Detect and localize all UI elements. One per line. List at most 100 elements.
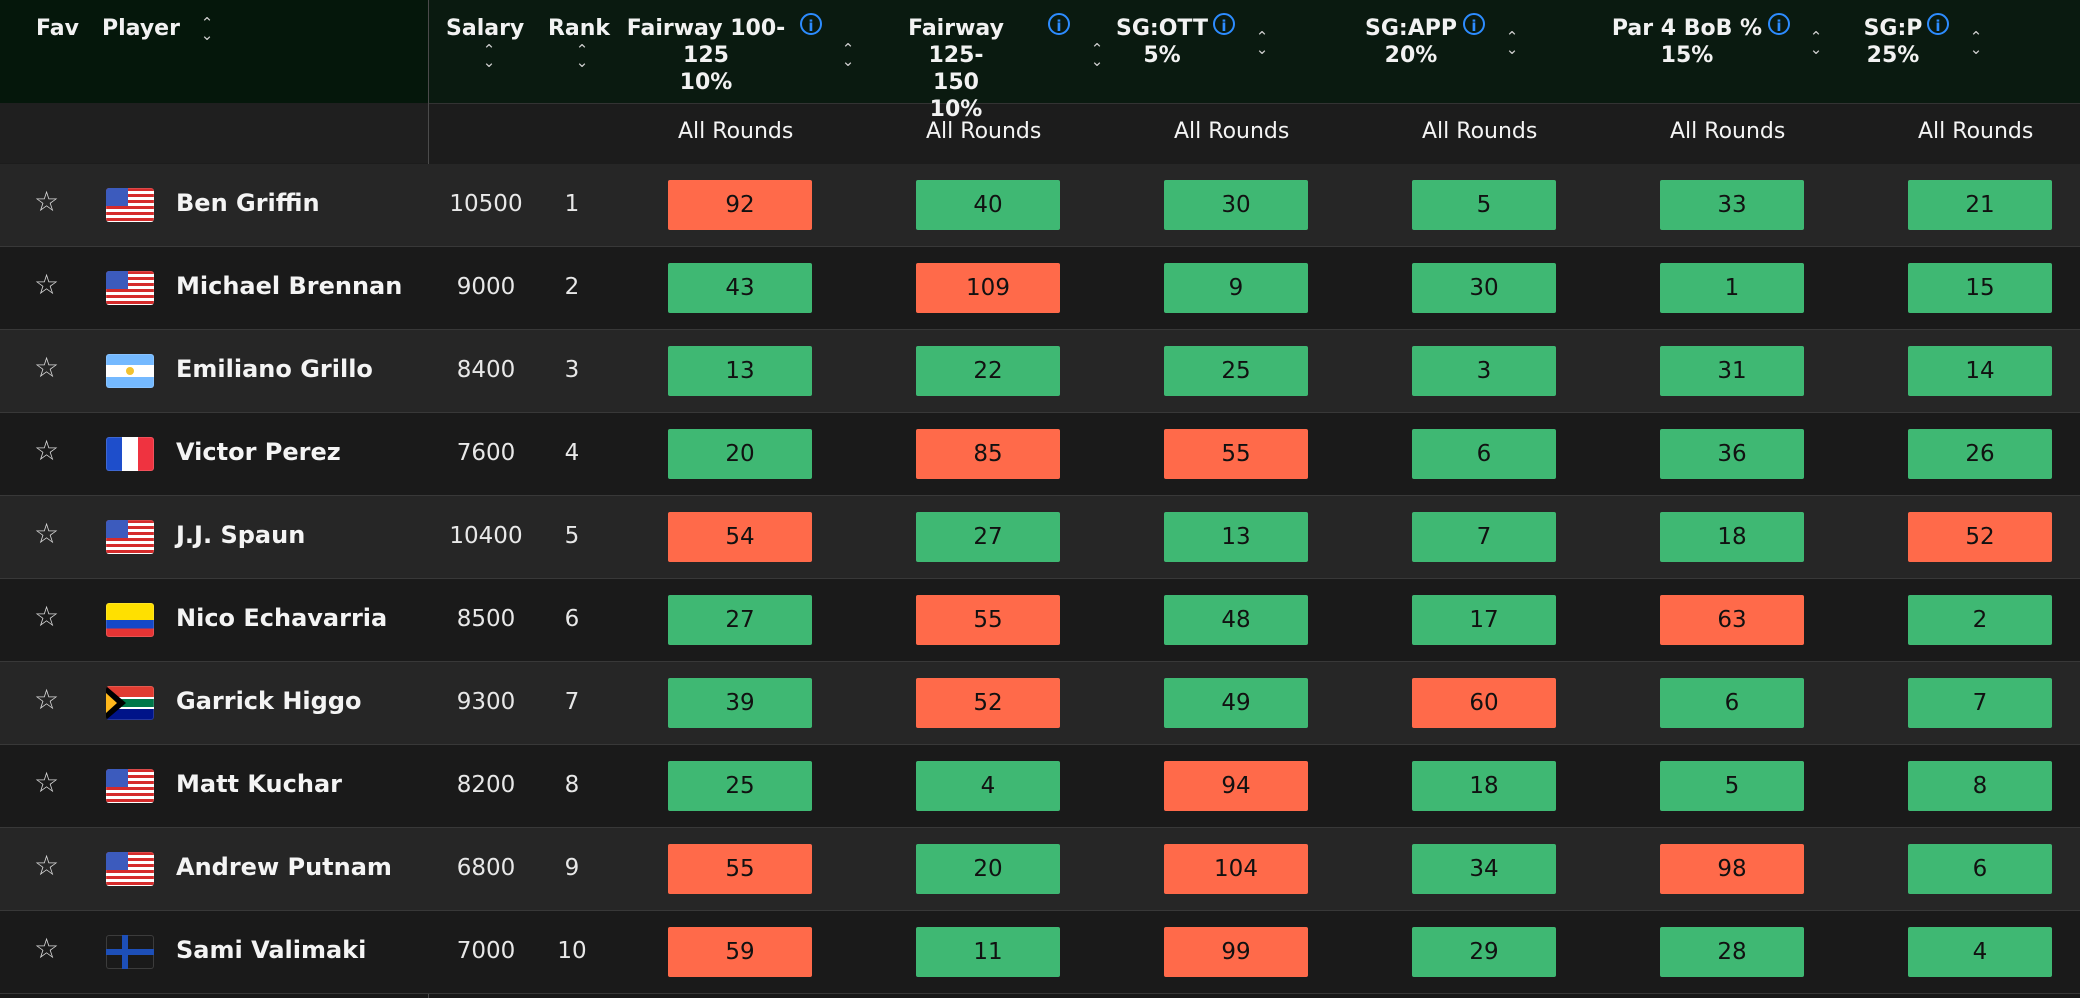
fairway-100-125-round-label[interactable]: All Rounds [678,119,794,144]
stat-rank-cell: 27 [916,512,1060,562]
stat-rank-cell: 55 [1164,429,1308,479]
stat-rank-cell: 85 [916,429,1060,479]
sg-p-header[interactable]: SG:P 25% [1856,15,1930,69]
stat-rank-cell: 94 [1164,761,1308,811]
favorite-star-icon[interactable]: ☆ [34,600,60,633]
stat-rank-cell: 22 [916,346,1060,396]
stat-rank-cell: 36 [1660,429,1804,479]
rank-sort-icon[interactable]: ⌃ ⌄ [575,41,589,71]
sg-p-info-icon[interactable]: i [1927,13,1949,35]
player-salary: 8500 [456,606,516,632]
player-name[interactable]: Garrick Higgo [176,687,362,715]
stat-rank-cell: 49 [1164,678,1308,728]
sg-ott-round-label[interactable]: All Rounds [1174,119,1290,144]
player-rank: 2 [564,274,580,300]
favorite-star-icon[interactable]: ☆ [34,434,60,467]
stat-rank-cell: 109 [916,263,1060,313]
salary-sort-icon[interactable]: ⌃ ⌄ [482,41,496,71]
player-rank: 8 [564,772,580,798]
fairway-125-150-header[interactable]: Fairway 125- 150 10% [878,15,1034,123]
favorite-star-icon[interactable]: ☆ [34,683,60,716]
country-flag [106,769,154,803]
fairway-125-150-info-icon[interactable]: i [1048,13,1070,35]
favorite-star-icon[interactable]: ☆ [34,849,60,882]
fairway-100-125-sort-icon[interactable]: ⌃ ⌄ [841,40,855,70]
stat-rank-cell: 52 [1908,512,2052,562]
stat-rank-cell: 43 [668,263,812,313]
favorite-star-icon[interactable]: ☆ [34,351,60,384]
rank-header[interactable]: Rank [547,16,611,41]
stat-rank-cell: 4 [916,761,1060,811]
sg-p-round-label[interactable]: All Rounds [1918,119,2034,144]
sg-app-round-label[interactable]: All Rounds [1422,119,1538,144]
favorite-star-icon[interactable]: ☆ [34,932,60,965]
stat-rank-cell: 26 [1908,429,2052,479]
fairway-125-150-weight: 10% [929,97,983,122]
par-4-bob-sort-icon[interactable]: ⌃ ⌄ [1809,28,1823,58]
stat-rank-cell: 92 [668,180,812,230]
favorite-star-icon[interactable]: ☆ [34,268,60,301]
player-sort-icon[interactable]: ⌃ ⌄ [200,14,214,44]
sg-p-label: SG:P [1863,16,1923,41]
stat-rank-cell: 54 [668,512,812,562]
favorite-star-icon[interactable]: ☆ [34,766,60,799]
favorite-star-icon[interactable]: ☆ [34,185,60,218]
stat-rank-cell: 9 [1164,263,1308,313]
sg-ott-header[interactable]: SG:OTT 5% [1114,15,1210,69]
country-flag [106,188,154,222]
stat-rank-cell: 13 [1164,512,1308,562]
par-4-bob-weight: 15% [1660,43,1714,68]
fairway-125-150-sort-icon[interactable]: ⌃ ⌄ [1090,40,1104,70]
player-salary: 6800 [456,855,516,881]
player-salary: 9300 [456,689,516,715]
stat-rank-cell: 25 [668,761,812,811]
player-name[interactable]: Victor Perez [176,438,341,466]
favorite-star-icon[interactable]: ☆ [34,517,60,550]
stat-rank-cell: 48 [1164,595,1308,645]
par-4-bob-header[interactable]: Par 4 BoB % 15% [1608,15,1766,69]
fairway-125-150-round-label[interactable]: All Rounds [926,119,1042,144]
player-name[interactable]: Andrew Putnam [176,853,392,881]
sg-app-sort-icon[interactable]: ⌃ ⌄ [1505,28,1519,58]
stat-rank-cell: 55 [916,595,1060,645]
stat-rank-cell: 11 [916,927,1060,977]
stat-rank-cell: 31 [1660,346,1804,396]
player-name[interactable]: Emiliano Grillo [176,355,373,383]
player-name[interactable]: J.J. Spaun [176,521,306,549]
table-row: ☆ Victor Perez 7600 4 20 85 55 6 36 26 [0,413,2080,496]
stat-rank-cell: 39 [668,678,812,728]
player-salary: 8400 [456,357,516,383]
par-4-bob-info-icon[interactable]: i [1768,13,1790,35]
stat-rank-cell: 27 [668,595,812,645]
stat-rank-cell: 6 [1412,429,1556,479]
sg-ott-sort-icon[interactable]: ⌃ ⌄ [1255,28,1269,58]
sg-ott-info-icon[interactable]: i [1213,13,1235,35]
player-rank: 3 [564,357,580,383]
player-header[interactable]: Player [102,16,180,41]
player-name[interactable]: Sami Valimaki [176,936,367,964]
stat-rank-cell: 30 [1164,180,1308,230]
sg-p-sort-icon[interactable]: ⌃ ⌄ [1969,28,1983,58]
stat-rank-cell: 18 [1660,512,1804,562]
fairway-100-125-info-icon[interactable]: i [800,13,822,35]
country-flag [106,437,154,471]
salary-header[interactable]: Salary [446,16,525,41]
player-name[interactable]: Ben Griffin [176,189,320,217]
sg-app-info-icon[interactable]: i [1463,13,1485,35]
player-rank: 9 [564,855,580,881]
player-name[interactable]: Michael Brennan [176,272,403,300]
stat-rank-cell: 30 [1412,263,1556,313]
player-salary: 7000 [456,938,516,964]
sg-app-header[interactable]: SG:APP 20% [1360,15,1462,69]
player-name[interactable]: Matt Kuchar [176,770,342,798]
stat-rank-cell: 34 [1412,844,1556,894]
player-salary: 10500 [449,191,523,217]
player-rank: 7 [564,689,580,715]
fairway-100-125-header[interactable]: Fairway 100- 125 10% [626,15,786,96]
par-4-bob-round-label[interactable]: All Rounds [1670,119,1786,144]
stat-rank-cell: 52 [916,678,1060,728]
player-name[interactable]: Nico Echavarria [176,604,388,632]
sg-p-weight: 25% [1866,43,1920,68]
fairway-100-125-weight: 10% [679,70,733,95]
stat-rank-cell: 40 [916,180,1060,230]
